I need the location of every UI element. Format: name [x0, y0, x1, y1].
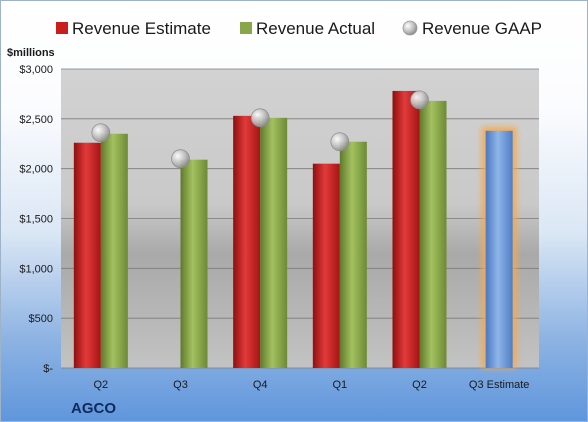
bars	[73, 90, 517, 369]
marker-revenue-gaap	[91, 123, 111, 143]
x-tick-label: Q3	[173, 379, 188, 391]
x-tick-label: Q1	[332, 379, 347, 391]
gridlines	[61, 68, 539, 369]
y-axis-ticks: $- $500 $1,000 $1,500 $2,000 $2,500 $3,000	[19, 64, 53, 375]
legend-item-actual: Revenue Actual	[240, 19, 375, 38]
legend-label-gaap: Revenue GAAP	[422, 19, 542, 38]
legend-item-estimate: Revenue Estimate	[56, 19, 211, 38]
y-tick-label: $-	[43, 363, 53, 375]
legend-swatch-estimate	[56, 22, 68, 34]
y-tick-label: $3,000	[19, 64, 53, 76]
legend-label-estimate: Revenue Estimate	[72, 19, 211, 38]
gaap-markers	[91, 90, 429, 169]
marker-revenue-gaap	[171, 149, 190, 169]
bar-revenue-estimate	[312, 163, 340, 368]
y-tick-label: $500	[29, 313, 53, 325]
company-name: AGCO	[71, 400, 116, 417]
marker-revenue-gaap	[250, 108, 270, 128]
bar-revenue-estimate	[392, 90, 420, 368]
y-tick-label: $2,000	[19, 164, 53, 176]
y-tick-label: $1,000	[19, 263, 53, 275]
bar-q3-estimate	[485, 130, 513, 368]
x-axis-ticks: Q2 Q3 Q4 Q1 Q2 Q3 Estimate	[93, 379, 529, 391]
bar-revenue-estimate	[233, 115, 261, 369]
legend-item-gaap: Revenue GAAP	[402, 19, 542, 38]
bar-revenue-actual	[100, 133, 128, 368]
x-tick-label: Q2	[412, 379, 427, 391]
bar-revenue-estimate	[73, 142, 101, 368]
bar-revenue-actual	[339, 141, 367, 368]
legend-swatch-gaap	[402, 20, 418, 36]
x-tick-label: Q2	[93, 379, 108, 391]
y-tick-label: $1,500	[19, 214, 53, 226]
bar-revenue-actual	[260, 117, 288, 368]
y-tick-label: $2,500	[19, 114, 53, 126]
legend-swatch-actual	[240, 22, 252, 34]
legend-label-actual: Revenue Actual	[256, 19, 375, 38]
bar-revenue-actual	[180, 159, 208, 368]
marker-revenue-gaap	[410, 90, 429, 110]
bar-revenue-actual	[419, 100, 447, 368]
marker-revenue-gaap	[330, 132, 350, 152]
y-axis-label: $millions	[7, 47, 55, 59]
x-tick-label: Q3 Estimate	[469, 379, 530, 391]
x-tick-label: Q4	[253, 379, 268, 391]
legend: Revenue Estimate Revenue Actual Revenue …	[56, 19, 542, 38]
